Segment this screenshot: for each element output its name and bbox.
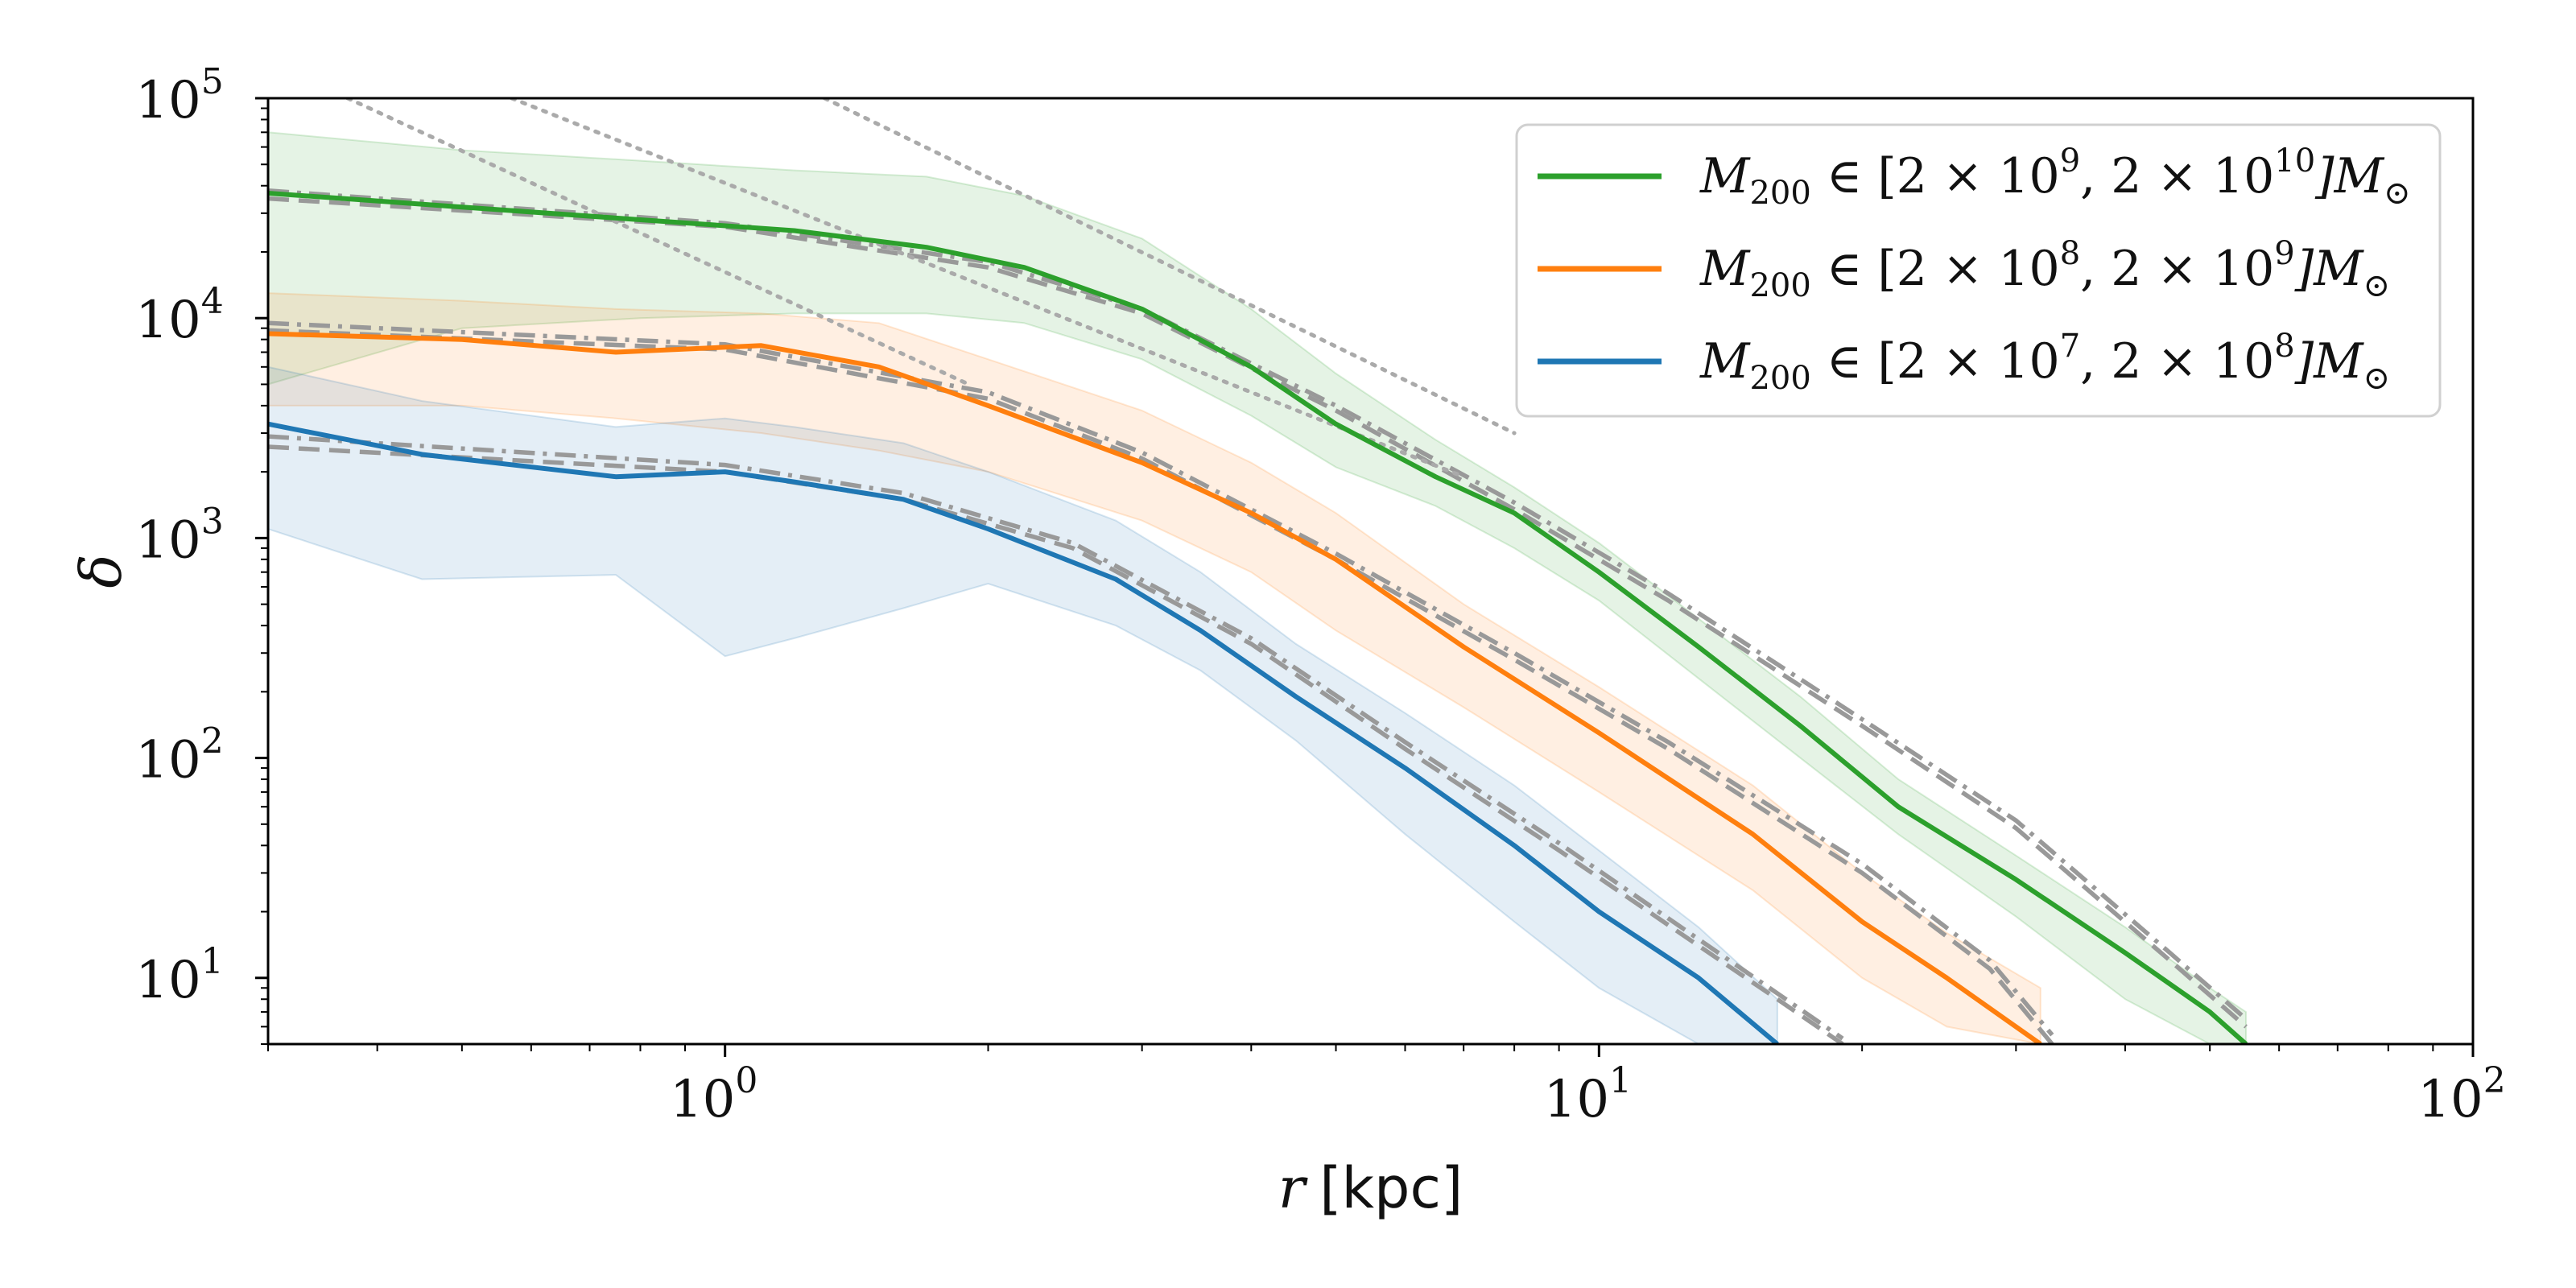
reference-line-dashed-0 [268, 196, 2248, 1029]
legend-label-0-part-6: ]M [2314, 148, 2384, 204]
legend-label-0-part-2: ∈ [2 × 10 [1811, 148, 2060, 204]
legend-label-1-part-3: 8 [2060, 235, 2080, 272]
x-tick-label-2-base: 10 [2417, 1070, 2483, 1129]
y-tick-label-3-base: 10 [135, 291, 200, 350]
y-tick-label-1: 102 [135, 721, 223, 791]
band-series-2 [268, 365, 1778, 1044]
x-tick-label-1: 101 [1544, 1060, 1632, 1129]
legend-label-1: M200 ∈ [2 × 108, 2 × 109]M⊙ [1699, 235, 2390, 304]
legend-label-2-part-5: 8 [2274, 328, 2294, 365]
reference-line-dotted-8 [822, 98, 1517, 436]
legend-label-1-part-2: ∈ [2 × 10 [1811, 241, 2060, 297]
legend-label-1-part-1: 200 [1749, 267, 1810, 304]
legend-label-2: M200 ∈ [2 × 107, 2 × 108]M⊙ [1699, 328, 2390, 397]
y-tick-label-4-exp: 5 [201, 61, 224, 102]
x-tick-label-1-exp: 1 [1609, 1060, 1632, 1101]
legend-label-2-part-4: , 2 × 10 [2080, 333, 2274, 390]
legend-label-2-part-1: 200 [1749, 360, 1810, 397]
y-tick-label-0: 101 [135, 941, 223, 1010]
y-tick-label-4-base: 10 [135, 71, 200, 130]
y-tick-label-3-exp: 4 [201, 281, 224, 322]
y-tick-label-0-exp: 1 [201, 941, 224, 982]
reference-line-dotted-7 [510, 98, 1466, 479]
legend-label-1-part-4: , 2 × 10 [2080, 241, 2274, 297]
reference-line-dashdot-5 [268, 434, 1844, 1041]
legend-label-0-part-5: 10 [2274, 142, 2315, 180]
y-axis-label: δ [68, 554, 134, 588]
x-tick-label-2-exp: 2 [2483, 1060, 2506, 1101]
legend-label-1-part-0: M [1699, 241, 1751, 297]
legend-label-0-part-3: 9 [2060, 142, 2080, 180]
y-tick-label-0-base: 10 [135, 951, 200, 1010]
reference-line-dotted-6 [345, 98, 971, 386]
x-axis-label: r [kpc] [1278, 1155, 1463, 1221]
legend-label-1-part-5: 9 [2274, 235, 2294, 272]
y-tick-label-2-exp: 3 [201, 501, 224, 542]
y-tick-label-2-base: 10 [135, 510, 200, 570]
reference-line-dashdot-1 [268, 188, 2248, 1021]
reference-line-dashed-2 [268, 328, 2054, 1044]
x-axis-var: r [1278, 1155, 1308, 1221]
axes [266, 97, 2475, 1046]
legend-label-2-part-2: ∈ [2 × 10 [1811, 333, 2060, 390]
axes-frame [266, 97, 2475, 1046]
reference-line-dashdot-3 [268, 320, 2054, 1037]
series-line-0 [268, 191, 2248, 1044]
plot-reference-lines [268, 98, 2248, 1044]
series-line-2 [268, 421, 1779, 1044]
band-series-1 [268, 292, 2041, 1044]
legend-label-0-part-1: 200 [1749, 175, 1810, 212]
axis-labels: r [kpc] δ [68, 554, 1463, 1221]
y-tick-label-1-base: 10 [135, 731, 200, 791]
legend-label-2-part-3: 7 [2060, 328, 2080, 365]
x-tick-label-1-base: 10 [1544, 1070, 1609, 1129]
legend-label-0-part-7: ⊙ [2384, 175, 2411, 212]
plot-lines [268, 191, 2248, 1044]
legend-label-0: M200 ∈ [2 × 109, 2 × 1010]M⊙ [1699, 142, 2411, 212]
x-tick-label-0-exp: 0 [735, 1060, 758, 1101]
legend: M200 ∈ [2 × 109, 2 × 1010]M⊙M200 ∈ [2 × … [1515, 123, 2442, 418]
x-tick-label-2: 102 [2417, 1060, 2505, 1129]
x-tick-label-0: 100 [670, 1060, 758, 1129]
series-line-1 [268, 331, 2042, 1044]
x-axis-unit: [kpc] [1319, 1155, 1463, 1221]
legend-label-1-part-7: ⊙ [2363, 267, 2391, 304]
legend-label-1-part-6: ]M [2294, 241, 2364, 297]
band-series-0 [268, 131, 2248, 1044]
legend-label-2-part-7: ⊙ [2363, 360, 2391, 397]
plot-bands [268, 131, 2248, 1044]
x-tick-label-0-base: 10 [670, 1070, 735, 1129]
y-tick-label-4: 105 [135, 61, 223, 130]
y-tick-label-1-exp: 2 [201, 721, 224, 762]
legend-label-2-part-6: ]M [2294, 333, 2364, 390]
legend-box [1515, 123, 2442, 418]
reference-line-dashed-4 [268, 444, 1844, 1044]
legend-label-0-part-0: M [1699, 148, 1751, 204]
y-tick-label-2: 103 [135, 501, 223, 570]
legend-label-2-part-0: M [1699, 333, 1751, 390]
y-tick-label-3: 104 [135, 281, 223, 350]
legend-label-0-part-4: , 2 × 10 [2080, 148, 2274, 204]
